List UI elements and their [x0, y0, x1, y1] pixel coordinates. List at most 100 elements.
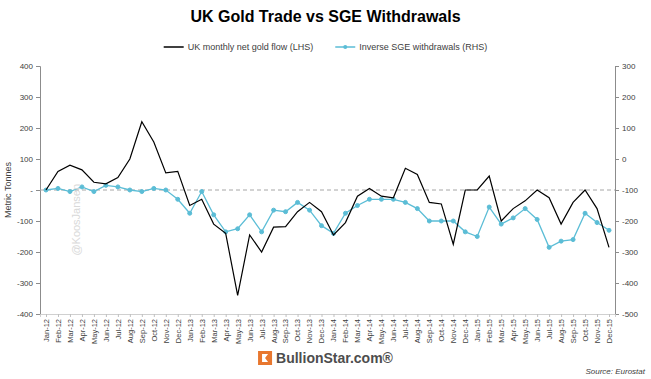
- tick-label: Aug-13: [269, 319, 278, 343]
- tick-mark: [549, 314, 550, 317]
- x-axis: Jan-12Feb-12Mar-12Apr-12May-12Jun-12Jul-…: [41, 314, 616, 344]
- tick-mark: [36, 190, 40, 191]
- tick: Dec-14: [461, 314, 470, 343]
- tick-label: Feb-15: [485, 319, 494, 343]
- tick-label: Nov-15: [593, 319, 602, 343]
- tick: Feb-14: [341, 314, 350, 343]
- tick: Jan-13: [186, 314, 195, 342]
- legend-item: Inverse SGE withdrawals (RHS): [335, 42, 487, 52]
- marker: [379, 197, 383, 201]
- tick-mark: [166, 314, 167, 317]
- tick-mark: [46, 314, 47, 317]
- tick: -100: [615, 186, 639, 195]
- tick: Oct-12: [150, 314, 159, 342]
- tick-label: Nov-13: [305, 319, 314, 343]
- tick-mark: [477, 314, 478, 317]
- source: Source: Eurostat: [585, 367, 645, 376]
- plot: -400-300-200-100-100200300400-500-400-30…: [17, 62, 639, 344]
- marker: [188, 211, 192, 215]
- tick-label: Aug-15: [557, 319, 566, 343]
- tick-mark: [405, 314, 406, 317]
- marker: [212, 213, 216, 217]
- tick-label: Oct-12: [150, 319, 159, 342]
- marker: [595, 221, 599, 225]
- tick-label: Oct-15: [581, 319, 590, 342]
- marker: [415, 207, 419, 211]
- tick: May-15: [521, 314, 530, 344]
- tick-label: 300: [622, 62, 636, 71]
- marker: [308, 208, 312, 212]
- logo-icon: [258, 351, 272, 365]
- tick: Jan-15: [473, 314, 482, 342]
- tick-mark: [36, 221, 40, 222]
- tick-label: Apr-14: [365, 319, 374, 342]
- tick-mark: [441, 314, 442, 317]
- tick: 200: [20, 124, 40, 133]
- tick-mark: [154, 314, 155, 317]
- tick-label: Dec-14: [461, 319, 470, 343]
- tick-label: Aug-12: [126, 319, 135, 343]
- tick: Oct-14: [437, 314, 446, 342]
- tick-mark: [417, 314, 418, 317]
- logo-text: BullionStar.com®: [276, 350, 394, 366]
- tick: Sep-13: [281, 314, 290, 343]
- tick-mark: [58, 314, 59, 317]
- tick: 300: [20, 93, 40, 102]
- marker: [176, 197, 180, 201]
- tick-mark: [142, 314, 143, 317]
- tick-label: Apr-15: [509, 319, 518, 342]
- tick-mark: [615, 221, 619, 222]
- tick-mark: [615, 66, 619, 67]
- tick-label: -300: [17, 279, 34, 288]
- legend: UK monthly net gold flow (LHS)Inverse SG…: [164, 42, 488, 52]
- tick-mark: [250, 314, 251, 317]
- tick-mark: [226, 314, 227, 317]
- marker: [140, 190, 144, 194]
- tick-label: Feb-14: [341, 319, 350, 343]
- marker: [463, 230, 467, 234]
- tick: Aug-13: [269, 314, 278, 343]
- tick-mark: [597, 314, 598, 317]
- tick-label: -: [30, 186, 33, 195]
- tick-mark: [615, 159, 619, 160]
- tick-mark: [333, 314, 334, 317]
- tick-label: -400: [622, 279, 639, 288]
- marker: [487, 205, 491, 209]
- tick: Jul-12: [114, 314, 123, 339]
- tick-mark: [106, 314, 107, 317]
- tick-label: -200: [17, 248, 34, 257]
- tick-label: Mar-14: [353, 319, 362, 343]
- tick-label: Jul-15: [545, 319, 554, 339]
- marker: [559, 239, 563, 243]
- tick-mark: [609, 314, 610, 317]
- tick-mark: [513, 314, 514, 317]
- tick: -: [30, 186, 40, 195]
- tick: Jul-13: [258, 314, 267, 339]
- legend-key: [164, 46, 184, 48]
- tick-mark: [94, 314, 95, 317]
- series-line: [46, 122, 609, 296]
- tick-mark: [310, 314, 311, 317]
- tick-mark: [585, 314, 586, 317]
- tick-mark: [381, 314, 382, 317]
- tick-mark: [489, 314, 490, 317]
- marker: [116, 185, 120, 189]
- marker: [367, 197, 371, 201]
- tick-label: Oct-13: [293, 319, 302, 342]
- tick-mark: [369, 314, 370, 317]
- tick: -200: [615, 217, 639, 226]
- tick-label: Oct-14: [437, 319, 446, 342]
- tick-label: Dec-12: [174, 319, 183, 343]
- tick-label: Sep-14: [425, 319, 434, 343]
- tick-label: Jun-14: [389, 319, 398, 342]
- tick: Jun-14: [389, 314, 398, 342]
- y-axis-title: Metric Tonnes: [3, 162, 13, 218]
- tick-mark: [429, 314, 430, 317]
- y2-axis: -500-400-300-200-1000100200300: [615, 62, 639, 319]
- tick: Jun-13: [246, 314, 255, 342]
- tick-mark: [274, 314, 275, 317]
- tick: 0: [615, 155, 627, 164]
- tick-mark: [615, 252, 619, 253]
- tick-label: Jan-12: [42, 319, 51, 342]
- marker: [427, 219, 431, 223]
